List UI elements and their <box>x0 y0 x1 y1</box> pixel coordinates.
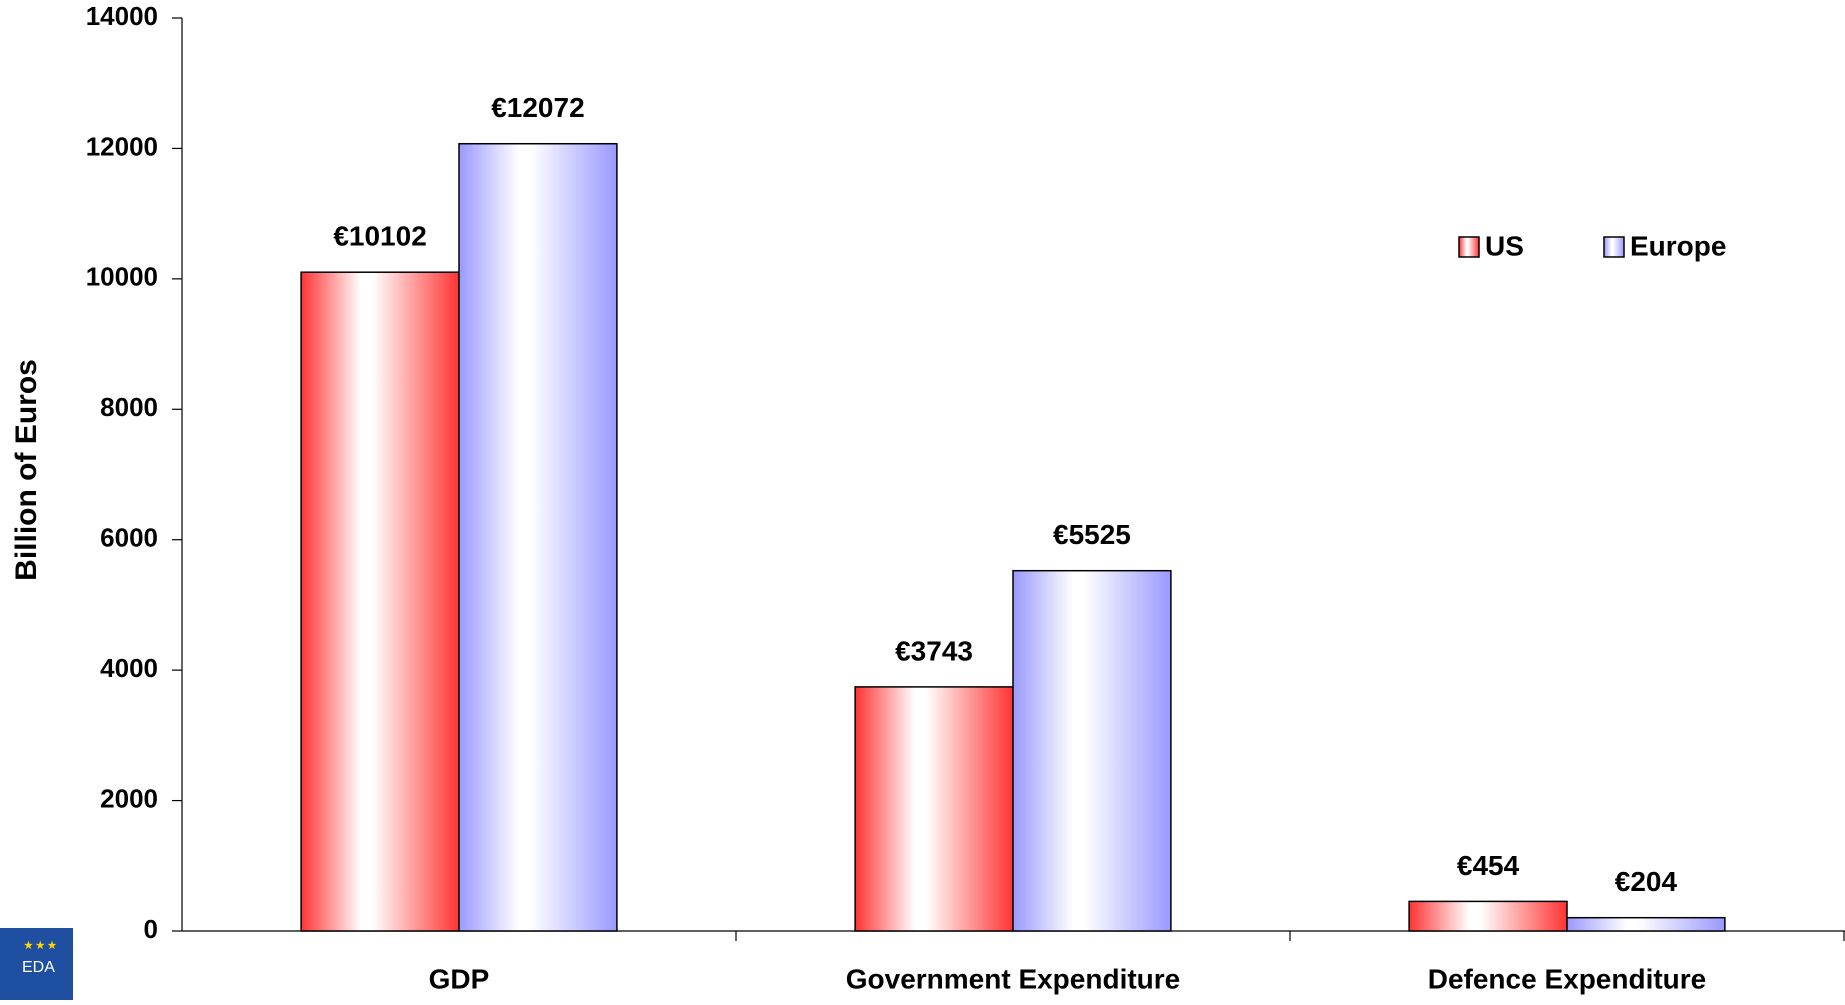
x-tick-label: GDP <box>429 963 490 994</box>
y-tick-label: 8000 <box>100 392 158 422</box>
y-tick-label: 14000 <box>86 1 158 31</box>
legend-swatch <box>1458 236 1480 258</box>
bar <box>854 686 1014 932</box>
logo-box <box>0 928 73 1000</box>
legend-label: US <box>1485 230 1524 261</box>
bar <box>1408 900 1568 932</box>
y-tick-label: 10000 <box>86 262 158 292</box>
bar <box>300 271 460 932</box>
bar <box>1566 916 1726 932</box>
value-label: €3743 <box>895 635 973 666</box>
bar <box>1012 569 1172 932</box>
value-label: €454 <box>1457 850 1520 881</box>
y-tick-label: 4000 <box>100 653 158 683</box>
logo: EDA ★ ★ ★ <box>0 928 73 1000</box>
logo-stars: ★ ★ ★ <box>24 941 56 952</box>
y-tick-label: 0 <box>144 914 158 944</box>
value-label: €204 <box>1615 866 1678 897</box>
x-tick-label: Defence Expenditure <box>1428 963 1707 994</box>
y-tick-label: 6000 <box>100 523 158 553</box>
value-label: €5525 <box>1053 519 1131 550</box>
y-tick-label: 2000 <box>100 783 158 813</box>
value-label: €12072 <box>491 92 584 123</box>
legend-swatch <box>1603 236 1625 258</box>
legend-label: Europe <box>1630 230 1726 261</box>
logo-text: EDA <box>22 959 55 976</box>
y-tick-label: 12000 <box>86 131 158 161</box>
value-label: €10102 <box>333 221 426 252</box>
bar <box>458 142 618 932</box>
x-tick-label: Government Expenditure <box>846 963 1181 994</box>
y-axis-label: Billion of Euros <box>10 359 43 581</box>
legend: US Europe <box>1458 230 1726 261</box>
